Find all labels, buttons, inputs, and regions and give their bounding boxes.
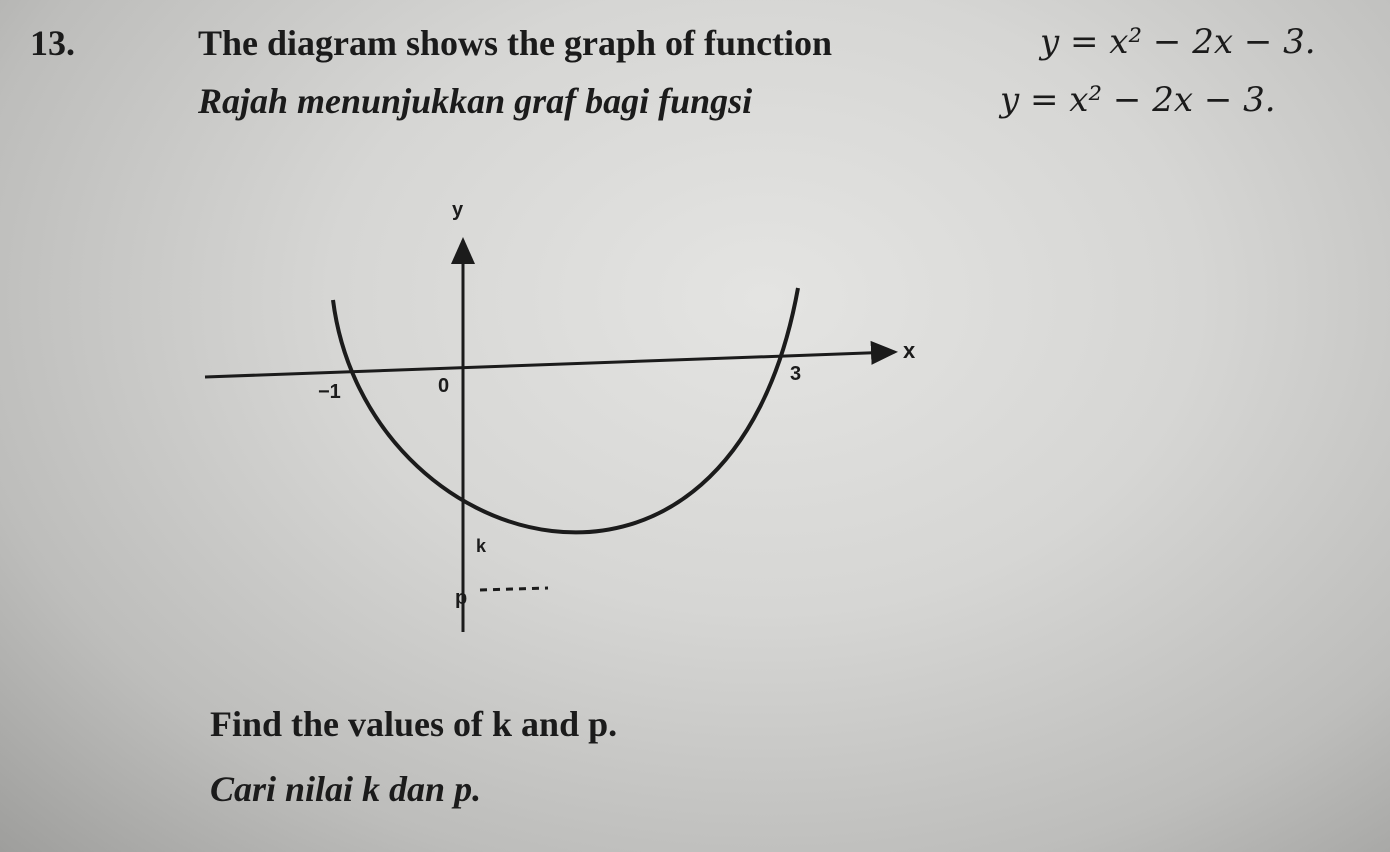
k-label: k — [476, 536, 487, 556]
equation-malay: y = x² − 2x − 3. — [1000, 80, 1276, 120]
root-label: 3 — [790, 363, 801, 385]
x-label: x — [903, 338, 916, 363]
p-label: p — [455, 587, 467, 609]
y-label: y — [452, 199, 464, 221]
dashed-line — [479, 586, 549, 592]
equation: y = x² − 2x − 3. — [1040, 22, 1316, 62]
root-label: −1 — [318, 381, 341, 403]
parabola — [331, 287, 800, 535]
question-number: 13. — [30, 23, 75, 63]
origin-label: 0 — [438, 375, 449, 397]
question-text-malay: Rajah menunjukkan graf bagi fungsi — [198, 81, 753, 121]
task-text-malay: Cari nilai k dan p. — [210, 769, 482, 809]
question-text: The diagram shows the graph of function — [198, 23, 833, 63]
task-text: Find the values of k and p. — [210, 704, 618, 744]
